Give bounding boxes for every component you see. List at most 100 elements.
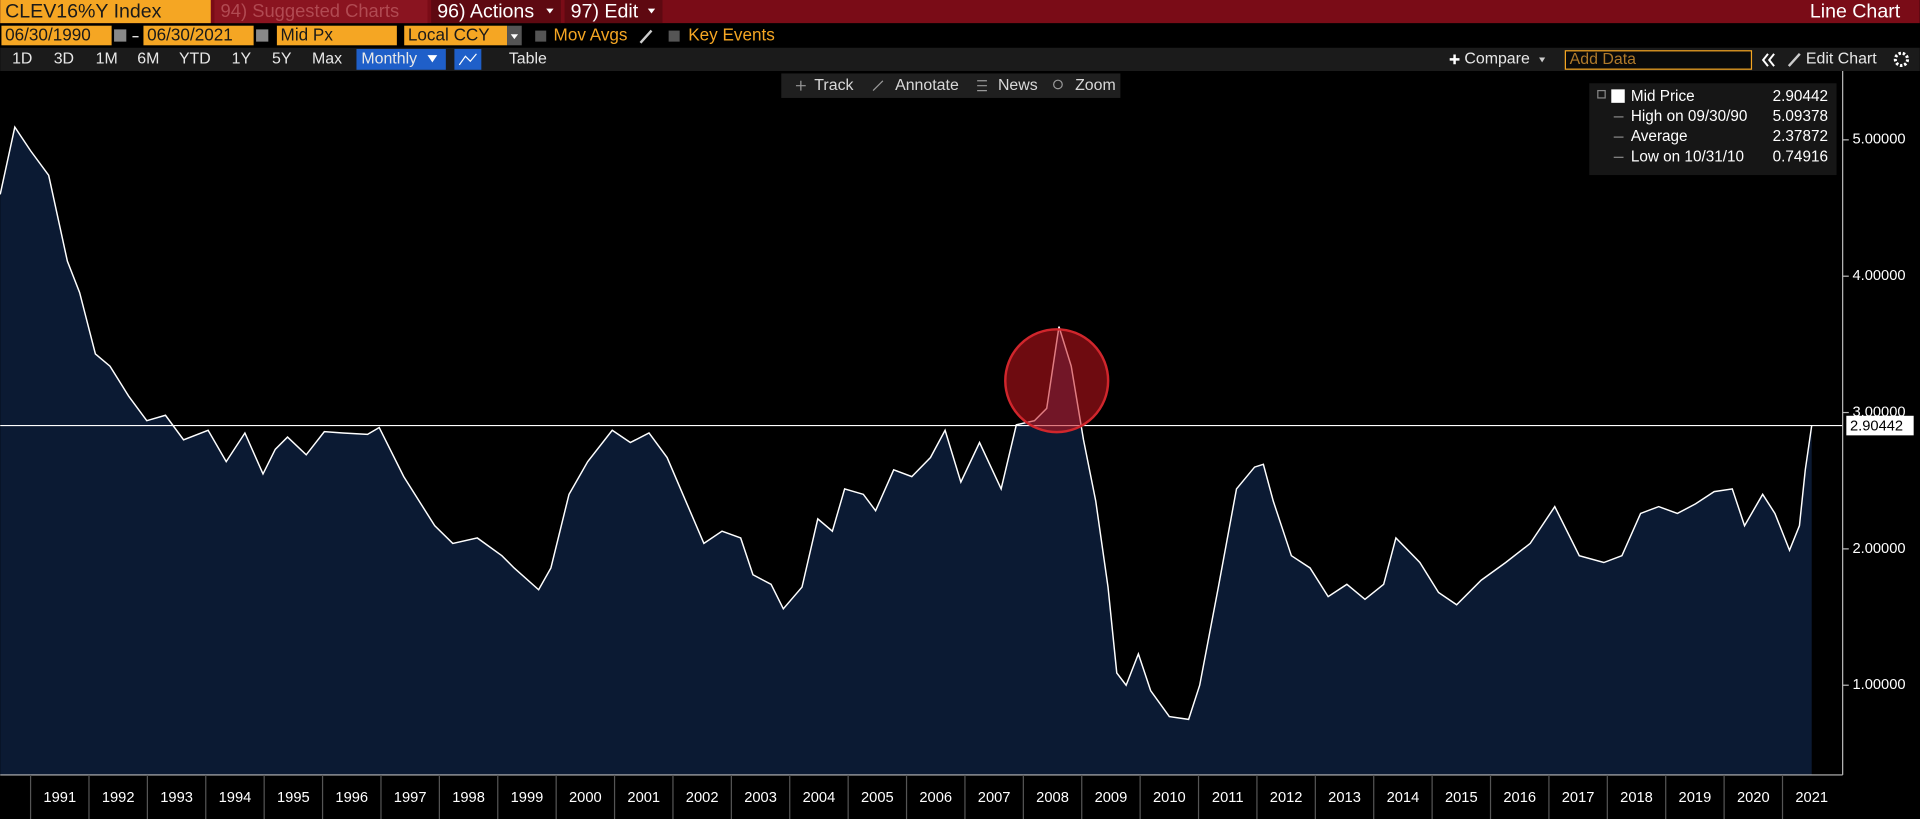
calendar-icon[interactable] [256,29,269,42]
field[interactable]: Mid Px [281,25,334,45]
tool-button[interactable]: Annotate [895,77,959,94]
add-data-input[interactable] [1564,50,1753,70]
x-tick-label: 2016 [1503,790,1536,806]
period-button[interactable]: 5Y [272,51,292,68]
date-field[interactable] [143,25,254,46]
period-button[interactable]: 1Y [232,51,252,68]
x-tick-label: 1998 [452,790,485,806]
x-tick-label: 2010 [1153,790,1186,806]
y-tick-label: 3.00000 [1852,404,1905,420]
period-button[interactable]: 1M [96,51,118,68]
x-tick-label: 2020 [1737,790,1770,806]
x-tick-label: 2008 [1036,790,1069,806]
frequency[interactable]: Monthly [361,51,417,68]
dropdown-arrow [1539,57,1546,63]
pencil-icon [1787,53,1801,67]
toggle[interactable]: Key Events [688,25,775,45]
frequency-box[interactable] [356,48,446,70]
view-title: Line Chart [1810,0,1901,22]
track-icon [795,80,806,91]
x-tick-label: 2012 [1270,790,1303,806]
checkbox[interactable] [535,30,547,42]
menu-box[interactable] [214,0,428,24]
legend-collapse[interactable] [1597,89,1606,99]
tool-button[interactable]: Track [814,77,853,94]
field-box[interactable] [276,25,397,46]
zoom-icon [1053,79,1063,90]
currency[interactable]: Local CCY [408,25,490,45]
pencil-icon[interactable] [639,29,653,44]
x-tick-label: 1992 [102,790,135,806]
x-tick-label: 2005 [861,790,894,806]
y-tick-label: 4.00000 [1852,268,1905,284]
x-tick-label: 2013 [1328,790,1361,806]
x-tick-label: 2006 [919,790,952,806]
calendar-icon[interactable] [114,29,127,42]
period-button[interactable]: YTD [179,51,211,68]
x-tick-label: 1999 [511,790,544,806]
add-data-placeholder[interactable]: Add Data [1570,51,1636,68]
period-button[interactable]: 6M [137,51,159,68]
x-tick-label: 2019 [1679,790,1712,806]
period-button[interactable]: 3D [54,51,74,68]
legend-value: 5.09378 [1773,108,1828,125]
ticker-box[interactable] [0,0,211,24]
menu-edit[interactable]: 97) Edit [571,0,639,22]
legend-label: Mid Price [1631,88,1695,105]
currency-box[interactable] [404,25,508,46]
x-tick-label: 2003 [744,790,777,806]
start-date[interactable]: 06/30/1990 [5,25,91,45]
edit-chart-button[interactable]: Edit Chart [1806,51,1877,68]
period-button[interactable]: Max [312,51,342,68]
legend-swatch [1611,89,1625,103]
x-tick-label: 2009 [1095,790,1128,806]
menu-box[interactable] [431,0,561,24]
period-button[interactable]: 1D [12,51,32,68]
line [0,125,1813,721]
area [0,127,1812,775]
legend-label: High on 09/30/90 [1631,108,1748,125]
menu-suggested[interactable]: 94) Suggested Charts [221,0,400,21]
tool-button[interactable]: Zoom [1075,77,1116,94]
table-button[interactable]: Table [509,51,547,68]
toggle[interactable]: Mov Avgs [554,25,628,45]
y-tick-label: 1.00000 [1852,677,1905,693]
x-tick-label: 1997 [394,790,427,806]
legend-value: 0.74916 [1773,148,1828,165]
menu-actions[interactable]: 96) Actions [437,0,534,22]
annotate-icon [872,80,884,92]
x-tick-label: 1993 [160,790,193,806]
y-tick-label: 2.00000 [1852,541,1905,557]
tool-button[interactable]: News [998,77,1038,94]
last-value-tag [1846,415,1914,436]
x-tick-label: 2007 [978,790,1011,806]
tool-bar [781,73,1121,98]
x-tick-label: 2017 [1562,790,1595,806]
highlight-circle [1004,328,1110,434]
x-tick-label: 1996 [335,790,368,806]
date-field[interactable] [1,25,112,46]
x-tick-label: 2018 [1620,790,1653,806]
x-tick-label: 2014 [1387,790,1420,806]
legend-value: 2.90442 [1773,88,1828,105]
dropdown-arrow [647,8,656,14]
collapse-icon[interactable] [1761,53,1775,67]
gear-icon[interactable] [1893,51,1910,68]
x-tick-label: 2002 [686,790,719,806]
checkbox[interactable] [668,30,680,42]
x-tick-label: 2001 [627,790,660,806]
x-tick-label: 1991 [43,790,76,806]
end-date[interactable]: 06/30/2021 [147,25,233,45]
x-tick-label: 2000 [569,790,602,806]
x-tick-label: 1994 [219,790,252,806]
menu-box[interactable] [564,0,663,24]
compare-button[interactable]: Compare [1464,51,1530,68]
news-icon [977,80,987,92]
legend-value: 2.37872 [1773,128,1828,145]
last-value-label: 2.90442 [1850,419,1903,435]
plus-icon [1449,54,1460,65]
ticker[interactable]: CLEV16%Y Index [5,0,162,22]
x-tick-label: 2004 [803,790,836,806]
legend-label: Low on 10/31/10 [1631,148,1744,165]
